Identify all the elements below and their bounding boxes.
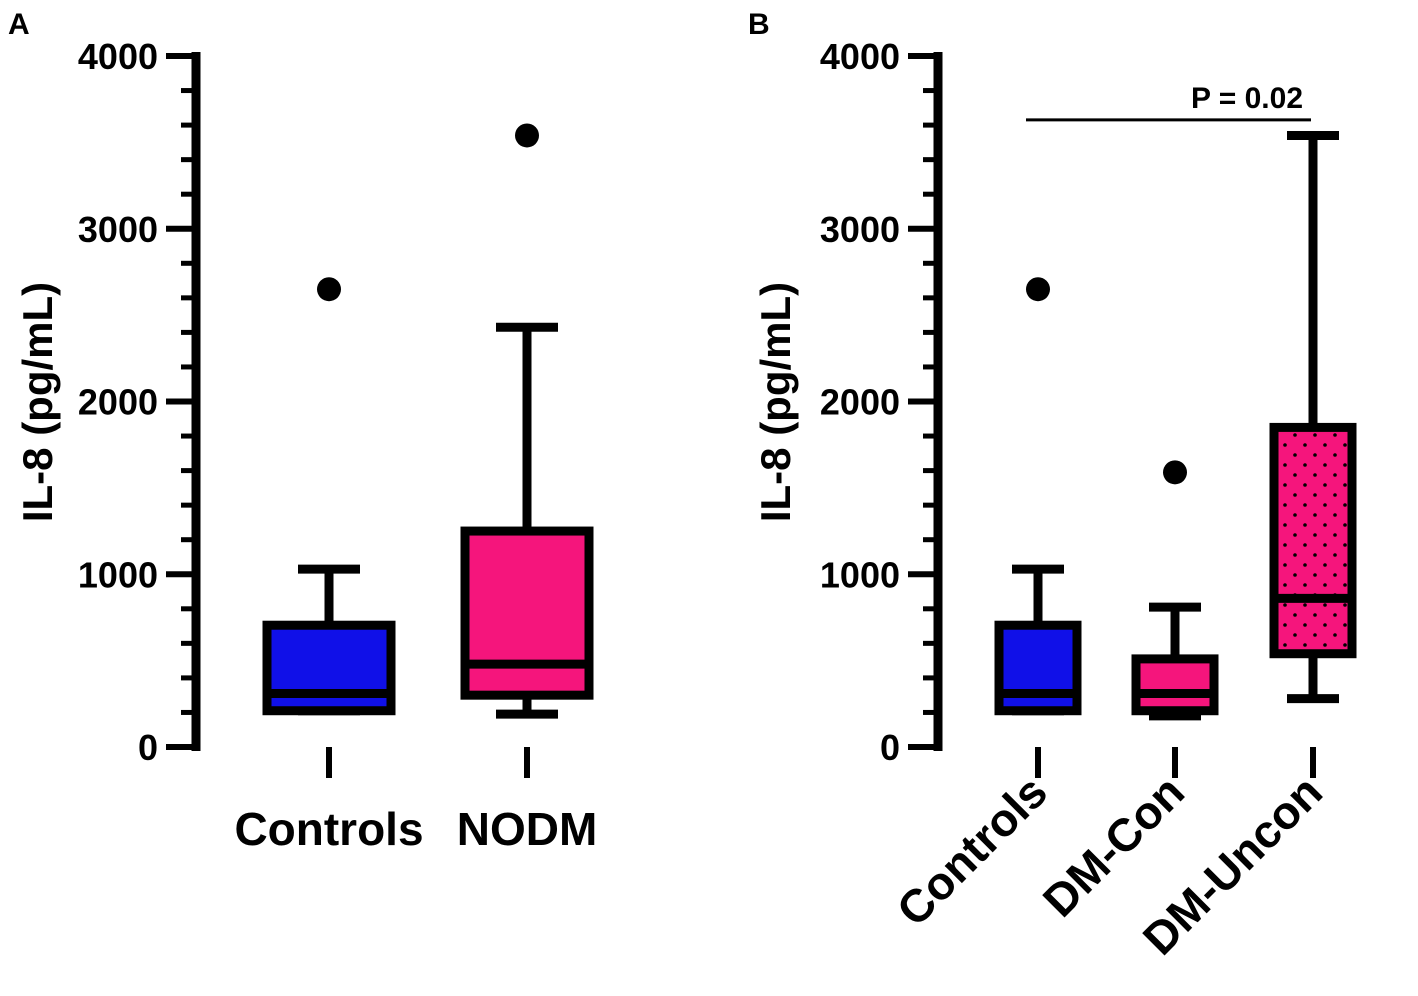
panel-a-letter: A	[8, 8, 30, 41]
panel-a-controls-category-label: Controls	[234, 803, 423, 855]
panel-b-y-tick-label: 0	[880, 727, 900, 768]
panel-a-nodm-category-label: NODM	[457, 803, 598, 855]
panel-a-y-tick-label: 2000	[78, 382, 158, 423]
panel-a-controls-outlier	[317, 277, 341, 302]
panel-b-y-tick-label: 2000	[820, 382, 900, 423]
panel-b: B IL-8 (pg/mL) 0 1000 2000 3000 4000 Controls…	[748, 8, 1357, 965]
panel-a: A IL-8 (pg/mL) 0 1000 2000 3000 4000 Controls…	[8, 8, 597, 855]
panel-b-y-tick-label: 4000	[820, 36, 900, 77]
panel-a-y-tick-label: 1000	[78, 554, 158, 595]
panel-b-y-axis-title: IL-8 (pg/mL)	[752, 282, 799, 522]
panel-a-y-tick-label: 3000	[78, 209, 158, 250]
panel-b-significance-label: P = 0.02	[1191, 82, 1303, 115]
panel-b-y-tick-label: 3000	[820, 209, 900, 250]
panel-a-y-tick-label: 4000	[78, 36, 158, 77]
panel-b-letter: B	[748, 8, 770, 41]
panel-b-dm-con-box	[1131, 654, 1219, 716]
panel-b-dm-uncon-box-pattern	[1274, 427, 1352, 654]
panel-b-dm-con-outlier	[1163, 460, 1187, 485]
panel-b-controls-category-label: Controls	[887, 765, 1057, 935]
panel-a-y-tick-label: 0	[138, 727, 158, 768]
panel-b-y-tick-label: 1000	[820, 554, 900, 595]
panel-a-nodm-box	[460, 526, 594, 700]
panel-b-controls-outlier	[1026, 277, 1050, 302]
panel-a-y-axis-title: IL-8 (pg/mL)	[14, 282, 61, 522]
panel-a-nodm-outlier	[515, 123, 539, 148]
